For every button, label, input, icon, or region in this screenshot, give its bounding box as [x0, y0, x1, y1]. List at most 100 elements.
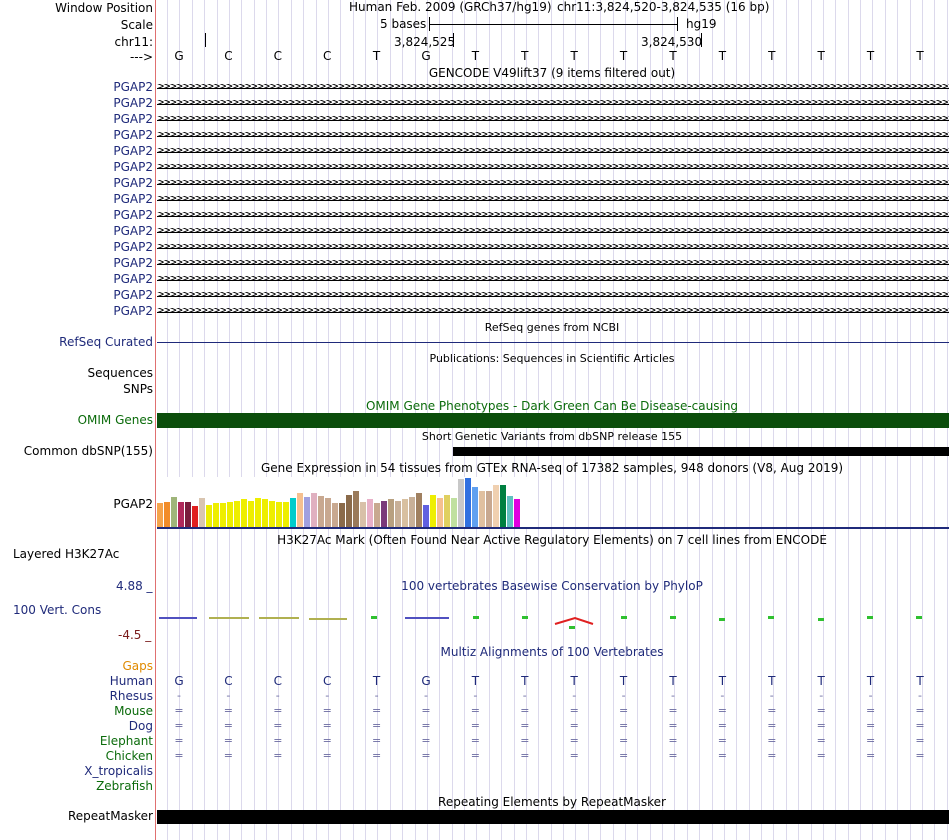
gtex-tissue-bar[interactable]: [367, 499, 373, 527]
phylop-wiggle[interactable]: [157, 610, 949, 632]
gtex-tissue-bar[interactable]: [178, 502, 184, 527]
gencode-item-label[interactable]: PGAP2: [113, 96, 153, 110]
gencode-item-label[interactable]: PGAP2: [113, 112, 153, 126]
gtex-tissue-bar[interactable]: [388, 499, 394, 527]
h3k27ac-track-title[interactable]: H3K27Ac Mark (Often Found Near Active Re…: [277, 533, 827, 547]
refseq-label[interactable]: RefSeq Curated: [59, 335, 153, 349]
gtex-tissue-bar[interactable]: [192, 506, 198, 527]
gencode-transcript[interactable]: >>>>>>>>>>>>>>>>>>>>>>>>>>>>>>>>>>>>>>>>…: [157, 260, 949, 269]
gencode-transcript[interactable]: >>>>>>>>>>>>>>>>>>>>>>>>>>>>>>>>>>>>>>>>…: [157, 244, 949, 253]
gtex-tissue-bar[interactable]: [416, 493, 422, 527]
omim-feature[interactable]: [157, 413, 949, 428]
sequences-label[interactable]: Sequences: [87, 366, 153, 380]
multiz-species-label[interactable]: X_tropicalis: [84, 764, 153, 778]
gencode-transcript[interactable]: >>>>>>>>>>>>>>>>>>>>>>>>>>>>>>>>>>>>>>>>…: [157, 212, 949, 221]
gtex-tissue-bar[interactable]: [381, 501, 387, 527]
gencode-item-label[interactable]: PGAP2: [113, 208, 153, 222]
gencode-item-label[interactable]: PGAP2: [113, 128, 153, 142]
gencode-item-label[interactable]: PGAP2: [113, 144, 153, 158]
gtex-tissue-bar[interactable]: [479, 491, 485, 527]
gtex-tissue-bar[interactable]: [276, 502, 282, 527]
gtex-tissue-bar[interactable]: [227, 502, 233, 527]
gtex-tissue-bar[interactable]: [437, 498, 443, 527]
gaps-label[interactable]: Gaps: [122, 659, 153, 673]
refseq-feature[interactable]: [157, 342, 949, 343]
gtex-tissue-bar[interactable]: [255, 498, 261, 527]
gtex-tissue-bar[interactable]: [185, 502, 191, 527]
gencode-transcript[interactable]: >>>>>>>>>>>>>>>>>>>>>>>>>>>>>>>>>>>>>>>>…: [157, 148, 949, 157]
gencode-transcript[interactable]: >>>>>>>>>>>>>>>>>>>>>>>>>>>>>>>>>>>>>>>>…: [157, 132, 949, 141]
gtex-tissue-bar[interactable]: [493, 485, 499, 527]
gencode-item-label[interactable]: PGAP2: [113, 240, 153, 254]
gtex-tissue-bar[interactable]: [486, 491, 492, 527]
gencode-item-label[interactable]: PGAP2: [113, 256, 153, 270]
gtex-tissue-bar[interactable]: [451, 498, 457, 527]
multiz-track-title[interactable]: Multiz Alignments of 100 Vertebrates: [440, 645, 664, 659]
gtex-tissue-bar[interactable]: [311, 493, 317, 527]
gencode-item-label[interactable]: PGAP2: [113, 224, 153, 238]
gtex-tissue-bar[interactable]: [409, 497, 415, 527]
phylop-track-title[interactable]: 100 vertebrates Basewise Conservation by…: [401, 579, 703, 593]
multiz-species-label[interactable]: Dog: [128, 719, 153, 733]
gencode-transcript[interactable]: >>>>>>>>>>>>>>>>>>>>>>>>>>>>>>>>>>>>>>>>…: [157, 116, 949, 125]
repeatmasker-track-title[interactable]: Repeating Elements by RepeatMasker: [438, 795, 666, 809]
gtex-tissue-bar[interactable]: [360, 502, 366, 527]
gtex-tissue-bar[interactable]: [213, 503, 219, 527]
gtex-tissue-bar[interactable]: [220, 503, 226, 527]
gtex-tissue-bar[interactable]: [206, 505, 212, 527]
gtex-tissue-bar[interactable]: [241, 499, 247, 527]
gtex-tissue-bar[interactable]: [514, 499, 520, 527]
publications-track-title[interactable]: Publications: Sequences in Scientific Ar…: [429, 352, 675, 365]
gtex-tissue-bar[interactable]: [283, 502, 289, 527]
gencode-transcript[interactable]: >>>>>>>>>>>>>>>>>>>>>>>>>>>>>>>>>>>>>>>>…: [157, 196, 949, 205]
gencode-item-label[interactable]: PGAP2: [113, 304, 153, 318]
gencode-item-label[interactable]: PGAP2: [113, 160, 153, 174]
gencode-transcript[interactable]: >>>>>>>>>>>>>>>>>>>>>>>>>>>>>>>>>>>>>>>>…: [157, 164, 949, 173]
gtex-tissue-bar[interactable]: [465, 478, 471, 527]
gencode-item-label[interactable]: PGAP2: [113, 192, 153, 206]
multiz-species-label[interactable]: Mouse: [114, 704, 153, 718]
dbsnp-track-title[interactable]: Short Genetic Variants from dbSNP releas…: [421, 430, 683, 443]
gencode-item-label[interactable]: PGAP2: [113, 80, 153, 94]
omim-label[interactable]: OMIM Genes: [77, 413, 153, 427]
gtex-tissue-bar[interactable]: [234, 501, 240, 527]
gtex-tissue-bar[interactable]: [423, 505, 429, 527]
gencode-transcript[interactable]: >>>>>>>>>>>>>>>>>>>>>>>>>>>>>>>>>>>>>>>>…: [157, 308, 949, 317]
gtex-tissue-bar[interactable]: [500, 485, 506, 527]
gtex-tissue-bar[interactable]: [304, 497, 310, 527]
gencode-transcript[interactable]: >>>>>>>>>>>>>>>>>>>>>>>>>>>>>>>>>>>>>>>>…: [157, 100, 949, 109]
gencode-transcript[interactable]: >>>>>>>>>>>>>>>>>>>>>>>>>>>>>>>>>>>>>>>>…: [157, 228, 949, 237]
gtex-tissue-bar[interactable]: [248, 501, 254, 527]
multiz-species-label[interactable]: Rhesus: [109, 689, 153, 703]
gencode-item-label[interactable]: PGAP2: [113, 288, 153, 302]
gtex-tissue-bar[interactable]: [472, 487, 478, 527]
multiz-species-label[interactable]: Human: [109, 674, 153, 688]
gtex-tissue-bar[interactable]: [269, 501, 275, 527]
gencode-transcript[interactable]: >>>>>>>>>>>>>>>>>>>>>>>>>>>>>>>>>>>>>>>>…: [157, 180, 949, 189]
gtex-tissue-bar[interactable]: [290, 498, 296, 527]
gencode-item-label[interactable]: PGAP2: [113, 176, 153, 190]
gtex-tissue-bar[interactable]: [507, 496, 513, 527]
gtex-tissue-bar[interactable]: [262, 499, 268, 527]
gtex-tissue-bar[interactable]: [318, 496, 324, 527]
phylop-label[interactable]: 100 Vert. Cons: [13, 603, 102, 617]
gtex-tissue-bar[interactable]: [430, 495, 436, 527]
snps-label[interactable]: SNPs: [123, 382, 153, 396]
gencode-item-label[interactable]: PGAP2: [113, 272, 153, 286]
refseq-track-title[interactable]: RefSeq genes from NCBI: [484, 321, 620, 334]
gtex-tissue-bar[interactable]: [199, 498, 205, 527]
gtex-tissue-bar[interactable]: [374, 503, 380, 527]
multiz-species-label[interactable]: Chicken: [105, 749, 153, 763]
dbsnp-label[interactable]: Common dbSNP(155): [23, 444, 153, 458]
omim-track-title[interactable]: OMIM Gene Phenotypes - Dark Green Can Be…: [365, 399, 739, 413]
gtex-tissue-bar[interactable]: [353, 491, 359, 527]
gencode-transcript[interactable]: >>>>>>>>>>>>>>>>>>>>>>>>>>>>>>>>>>>>>>>>…: [157, 292, 949, 301]
gtex-tissue-bar[interactable]: [164, 502, 170, 527]
gtex-tissue-bar[interactable]: [346, 495, 352, 527]
gtex-tissue-bar[interactable]: [402, 499, 408, 527]
gtex-tissue-bar[interactable]: [325, 498, 331, 527]
gencode-track-title[interactable]: GENCODE V49lift37 (9 items filtered out): [428, 66, 676, 80]
gtex-tissue-bar[interactable]: [458, 479, 464, 527]
gtex-tissue-bar[interactable]: [297, 493, 303, 527]
gtex-tissue-bar[interactable]: [157, 503, 163, 527]
